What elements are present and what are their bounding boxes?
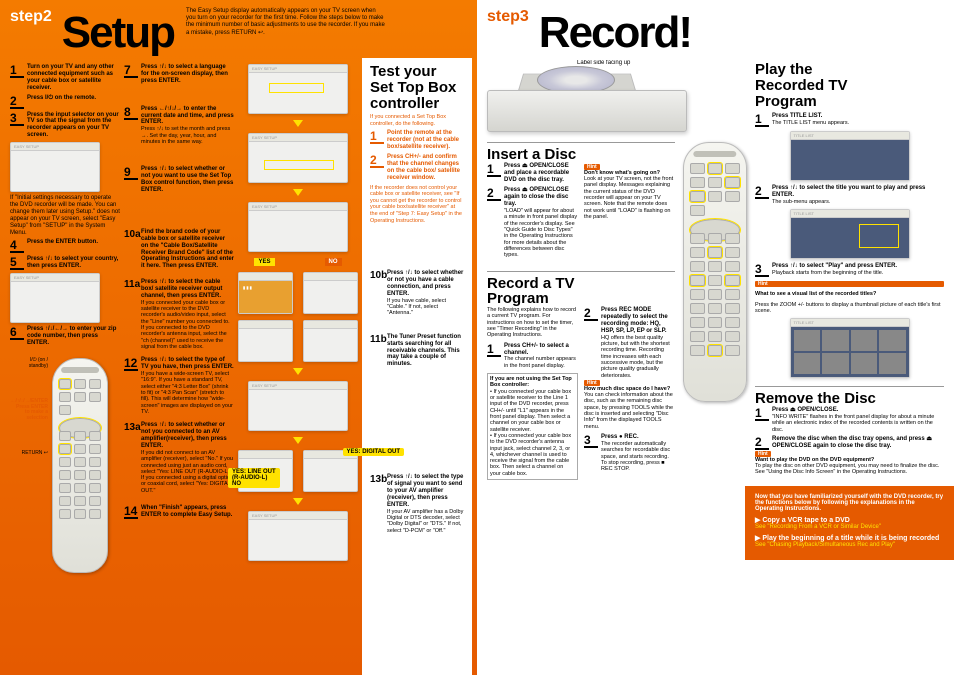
s13b: [303, 450, 358, 492]
setup-intro: The Easy Setup display automatically app…: [186, 8, 386, 37]
remote-illustration: [52, 358, 108, 573]
setup-title: Setup: [62, 8, 174, 58]
c2-13a: Press ↑/↓ to select whether or not you c…: [141, 422, 234, 494]
s10b: [303, 272, 358, 314]
c1-5: Press ↑/↓ to select your country, then p…: [27, 256, 120, 270]
play-shot3: TITLE LIST: [790, 318, 910, 378]
test-stb-title: Test your Set Top Box controller: [370, 64, 464, 111]
step2-badge: step2: [10, 8, 52, 26]
c2-14: When "Finish" appears, press ENTER to co…: [141, 505, 234, 519]
s11b: [303, 320, 358, 362]
screenshot-country: EASY SETUP: [10, 273, 100, 323]
play-title: Play the Recorded TV Program: [755, 62, 944, 109]
c2-11a: Press ↑/↓ to select the cable box/ satel…: [141, 279, 234, 350]
step3-badge: step3: [487, 8, 529, 26]
c2-10a: Find the brand code of your cable box or…: [141, 229, 234, 270]
c1-3: Press the input selector on your TV so t…: [27, 112, 120, 140]
s14: EASY SETUP: [248, 511, 348, 561]
s9: EASY SETUP: [248, 202, 348, 252]
s8: EASY SETUP: [248, 133, 348, 183]
s12: EASY SETUP: [248, 381, 348, 431]
insert-title: Insert a Disc: [487, 147, 675, 163]
c1-2: Press I/⏻ on the remote.: [27, 95, 96, 102]
c2-12: Press ↑/↓ to select the type of TV you h…: [141, 357, 234, 415]
remote-big: [683, 142, 747, 402]
c1-1: Turn on your TV and any other connected …: [27, 64, 120, 92]
dvd-player-illustration: Label side facing up: [487, 62, 687, 132]
c1-4: Press the ENTER button.: [27, 239, 98, 246]
screenshot-initial: EASY SETUP: [10, 142, 100, 192]
play-shot1: TITLE LIST: [790, 131, 910, 181]
s11a: [238, 320, 293, 362]
c2-9: Press ↑/↓ to select whether or not you w…: [141, 166, 234, 194]
c1-note: If "Initial settings necessary to operat…: [10, 195, 120, 236]
record-panel: step3 Record! Label side facing up Inser…: [477, 0, 954, 675]
play-shot2: TITLE LIST: [790, 209, 910, 259]
footer-tips: Now that you have familiarized yourself …: [745, 486, 954, 560]
c2-7: Press ↑/↓ to select a language for the o…: [141, 64, 234, 85]
c1-6: Press ↑/↓/←/→ to enter your zip code num…: [27, 326, 120, 347]
record-tv-title: Record a TV Program: [487, 276, 675, 308]
remove-title: Remove the Disc: [755, 391, 944, 407]
s7: EASY SETUP: [248, 64, 348, 114]
c2-8: Press ←/↑/↓/→ to enter the current date …: [141, 106, 234, 146]
setup-panel: step2 Setup The Easy Setup display autom…: [0, 0, 477, 675]
s10a: ▮ ▮ ▮: [238, 272, 293, 314]
record-title: Record!: [539, 8, 691, 58]
